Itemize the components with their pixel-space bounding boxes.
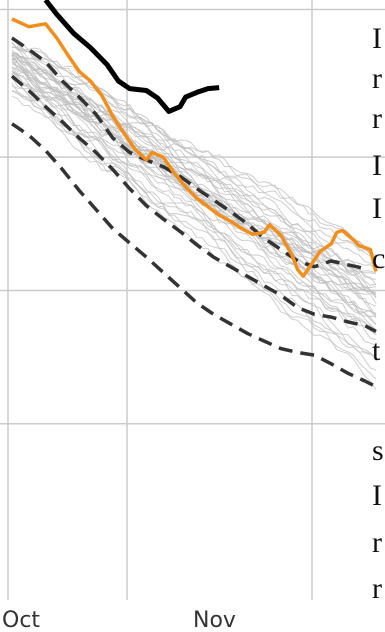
side-char: t <box>372 334 381 367</box>
ensemble-line <box>11 82 377 371</box>
side-char: r <box>372 102 382 135</box>
side-char: I <box>372 22 382 55</box>
side-char: I <box>372 192 382 225</box>
series-bound-median <box>10 74 377 333</box>
ensemble-line <box>11 90 377 380</box>
ensemble-line <box>11 77 377 356</box>
ensemble-line <box>11 70 377 335</box>
x-tick-oct: Oct <box>2 608 40 632</box>
ensemble-line <box>11 41 377 256</box>
side-text: I r r I I c t s I r r <box>372 22 385 605</box>
series-highlight <box>11 17 378 278</box>
ensemble-line <box>11 36 377 259</box>
ensemble-line <box>11 85 377 361</box>
axis-labels: Oct Nov <box>2 608 236 632</box>
series-bound-upper <box>11 36 366 271</box>
side-char: I <box>372 149 382 182</box>
ensemble-line <box>11 78 377 346</box>
ensemble-line <box>11 90 377 359</box>
ensemble-line <box>11 46 377 271</box>
ensemble-line <box>11 42 377 259</box>
side-char: I <box>372 479 382 512</box>
side-char: r <box>372 526 382 559</box>
side-char: r <box>372 572 382 605</box>
main-series <box>11 0 378 278</box>
series-current <box>43 0 220 114</box>
x-tick-nov: Nov <box>193 608 236 632</box>
side-char: s <box>372 434 384 467</box>
ensemble-line <box>11 53 377 289</box>
ensemble-line <box>11 36 377 259</box>
grid <box>0 0 385 600</box>
percentile-bounds <box>10 36 377 389</box>
ensemble-line <box>11 95 377 390</box>
side-char: c <box>372 242 385 275</box>
ensemble-lines <box>11 36 377 390</box>
side-char: r <box>372 62 382 95</box>
